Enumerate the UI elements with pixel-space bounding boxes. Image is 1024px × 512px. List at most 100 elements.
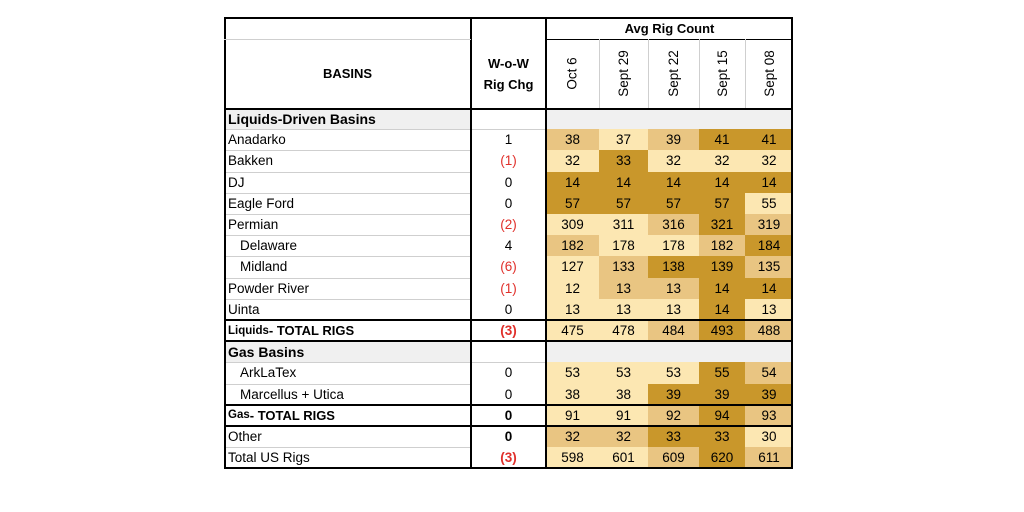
rig-count-cell: 37	[599, 129, 648, 151]
rig-count-cell: 55	[699, 362, 745, 384]
rig-count-cell: 38	[546, 129, 599, 151]
wow-change: 0	[504, 386, 513, 402]
header-avg-rig-count: Avg Rig Count	[624, 20, 715, 36]
rig-count-cell: 94	[699, 404, 745, 426]
rig-count-cell: 182	[699, 235, 745, 257]
header-bottom-rule	[224, 108, 793, 110]
rig-count-cell: 139	[699, 256, 745, 278]
total-label-suffix: - TOTAL RIGS	[249, 407, 335, 423]
header-date-0: Oct 6	[546, 39, 599, 108]
date-column-rule	[699, 39, 700, 108]
rig-count-cell: 57	[699, 192, 745, 214]
rig-count-cell: 91	[599, 404, 648, 426]
rig-count-cell: 135	[745, 256, 793, 278]
column-rule-chg-right	[545, 17, 547, 469]
wow-change: 0	[504, 174, 513, 190]
rig-count-cell: 14	[546, 171, 599, 193]
rig-count-cell: 38	[546, 383, 599, 405]
wow-change: (3)	[500, 323, 517, 339]
header-date-label: Sept 22	[665, 50, 681, 97]
date-column-rule	[648, 39, 649, 108]
basin-name: Bakken	[228, 153, 274, 169]
row-divider	[224, 277, 471, 279]
total-rule-top	[224, 319, 793, 321]
header-wow-line1: W-o-W	[488, 55, 529, 71]
rig-count-cell: 39	[648, 383, 699, 405]
rig-count-cell: 601	[599, 447, 648, 469]
basin-name: Eagle Ford	[228, 195, 295, 211]
rig-count-cell: 14	[699, 171, 745, 193]
rig-count-cell: 13	[599, 298, 648, 320]
section-heading: Liquids-Driven Basins	[224, 108, 471, 130]
section-heading: Gas Basins	[224, 341, 471, 363]
rig-count-cell: 182	[546, 235, 599, 257]
rig-count-cell: 33	[648, 426, 699, 448]
rig-count-cell: 138	[648, 256, 699, 278]
rig-count-cell: 33	[599, 150, 648, 172]
rig-count-cell: 13	[546, 298, 599, 320]
rig-count-cell: 57	[599, 192, 648, 214]
wow-change: (2)	[500, 217, 517, 233]
wow-change: 0	[504, 195, 513, 211]
rig-count-cell: 316	[648, 214, 699, 236]
rig-count-cell: 39	[745, 383, 793, 405]
rig-count-cell: 55	[745, 192, 793, 214]
row-divider	[224, 362, 793, 364]
row-divider	[224, 150, 471, 152]
rig-count-cell: 13	[648, 298, 699, 320]
avg-header-rule	[546, 39, 793, 40]
rig-count-cell: 475	[546, 320, 599, 342]
rig-count-cell: 32	[648, 150, 699, 172]
basin-name: ArkLaTex	[240, 365, 297, 381]
rig-count-cell: 14	[745, 171, 793, 193]
header-date-label: Oct 6	[564, 57, 580, 90]
section-bg	[546, 108, 793, 130]
frame-top	[224, 17, 793, 19]
date-column-rule	[745, 39, 746, 108]
rig-count-cell: 54	[745, 362, 793, 384]
basin-name: Permian	[228, 217, 279, 233]
section-bg	[546, 341, 793, 363]
rig-count-cell: 598	[546, 447, 599, 469]
header-basins: BASINS	[322, 66, 373, 81]
wow-change: 0	[504, 365, 513, 381]
header-date-2: Sept 22	[648, 39, 699, 108]
rig-count-cell: 32	[745, 150, 793, 172]
basin-name: DJ	[228, 174, 245, 190]
basin-name: Powder River	[228, 280, 310, 296]
frame-right	[791, 17, 793, 469]
rig-count-cell: 178	[648, 235, 699, 257]
total-rule-top	[224, 403, 793, 406]
rig-count-cell: 611	[745, 447, 793, 469]
header-date-1: Sept 29	[599, 39, 648, 108]
rig-count-cell: 321	[699, 214, 745, 236]
basin-name: Midland	[240, 259, 288, 275]
rig-count-cell: 53	[599, 362, 648, 384]
rig-count-cell: 309	[546, 214, 599, 236]
row-divider	[224, 192, 471, 194]
total-label-prefix: Liquids	[228, 324, 269, 337]
rig-count-cell: 39	[648, 129, 699, 151]
row-divider	[224, 383, 471, 385]
header-wow-line2: Rig Chg	[483, 76, 534, 92]
rig-count-cell: 488	[745, 320, 793, 342]
column-rule-chg-left	[470, 17, 472, 469]
header-date-label: Sept 08	[761, 50, 777, 97]
total-label: Liquids - TOTAL RIGS	[224, 320, 471, 341]
rig-count-cell: 14	[699, 277, 745, 299]
rig-count-cell: 13	[648, 277, 699, 299]
date-column-rule	[599, 39, 600, 108]
total-label-suffix: - TOTAL RIGS	[268, 323, 355, 339]
row-divider	[224, 298, 471, 300]
basin-name: Uinta	[228, 301, 260, 317]
wow-change: (1)	[500, 280, 517, 296]
rig-count-cell: 38	[599, 383, 648, 405]
basin-name: Other	[228, 429, 262, 445]
total-rule-bottom	[224, 425, 793, 427]
row-divider	[224, 214, 471, 215]
header-date-label: Sept 15	[714, 50, 730, 97]
total-label: Gas - TOTAL RIGS	[224, 405, 471, 426]
basin-name: Marcellus + Utica	[240, 386, 344, 402]
wow-change: (6)	[500, 259, 517, 275]
wow-change: 4	[504, 238, 513, 254]
